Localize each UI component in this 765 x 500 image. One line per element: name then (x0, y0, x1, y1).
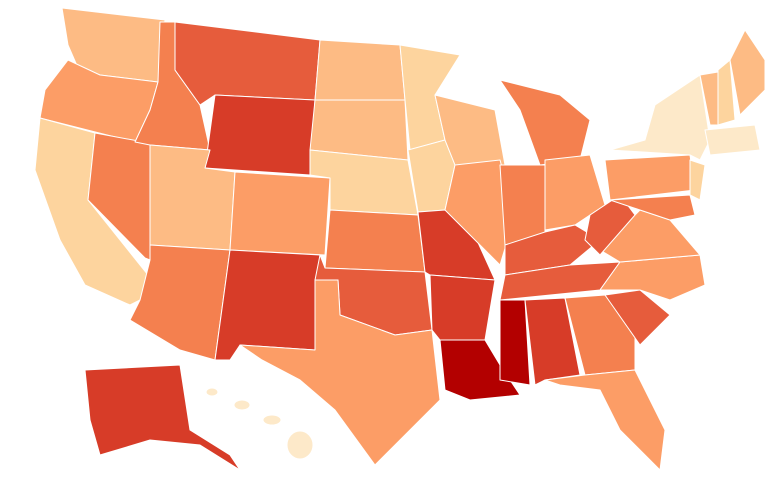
state (129, 244, 231, 361)
state (729, 29, 765, 116)
state (229, 171, 331, 256)
state (609, 74, 711, 161)
state (564, 294, 636, 376)
state (499, 79, 591, 166)
state (204, 94, 316, 176)
state (429, 274, 496, 341)
state (314, 39, 406, 101)
state (239, 279, 441, 466)
state (262, 414, 282, 426)
states (34, 7, 765, 471)
state (689, 159, 706, 201)
state (604, 289, 671, 346)
state (444, 159, 516, 266)
state (604, 154, 696, 201)
state (233, 399, 251, 411)
state (544, 369, 666, 471)
state (499, 164, 546, 246)
state (609, 194, 696, 221)
state (214, 249, 321, 361)
state (717, 59, 736, 126)
state (174, 21, 321, 106)
state (499, 299, 531, 386)
state (704, 124, 761, 156)
state (205, 387, 219, 397)
state (286, 430, 314, 460)
state (439, 339, 521, 401)
state (324, 209, 426, 273)
state (84, 364, 241, 471)
